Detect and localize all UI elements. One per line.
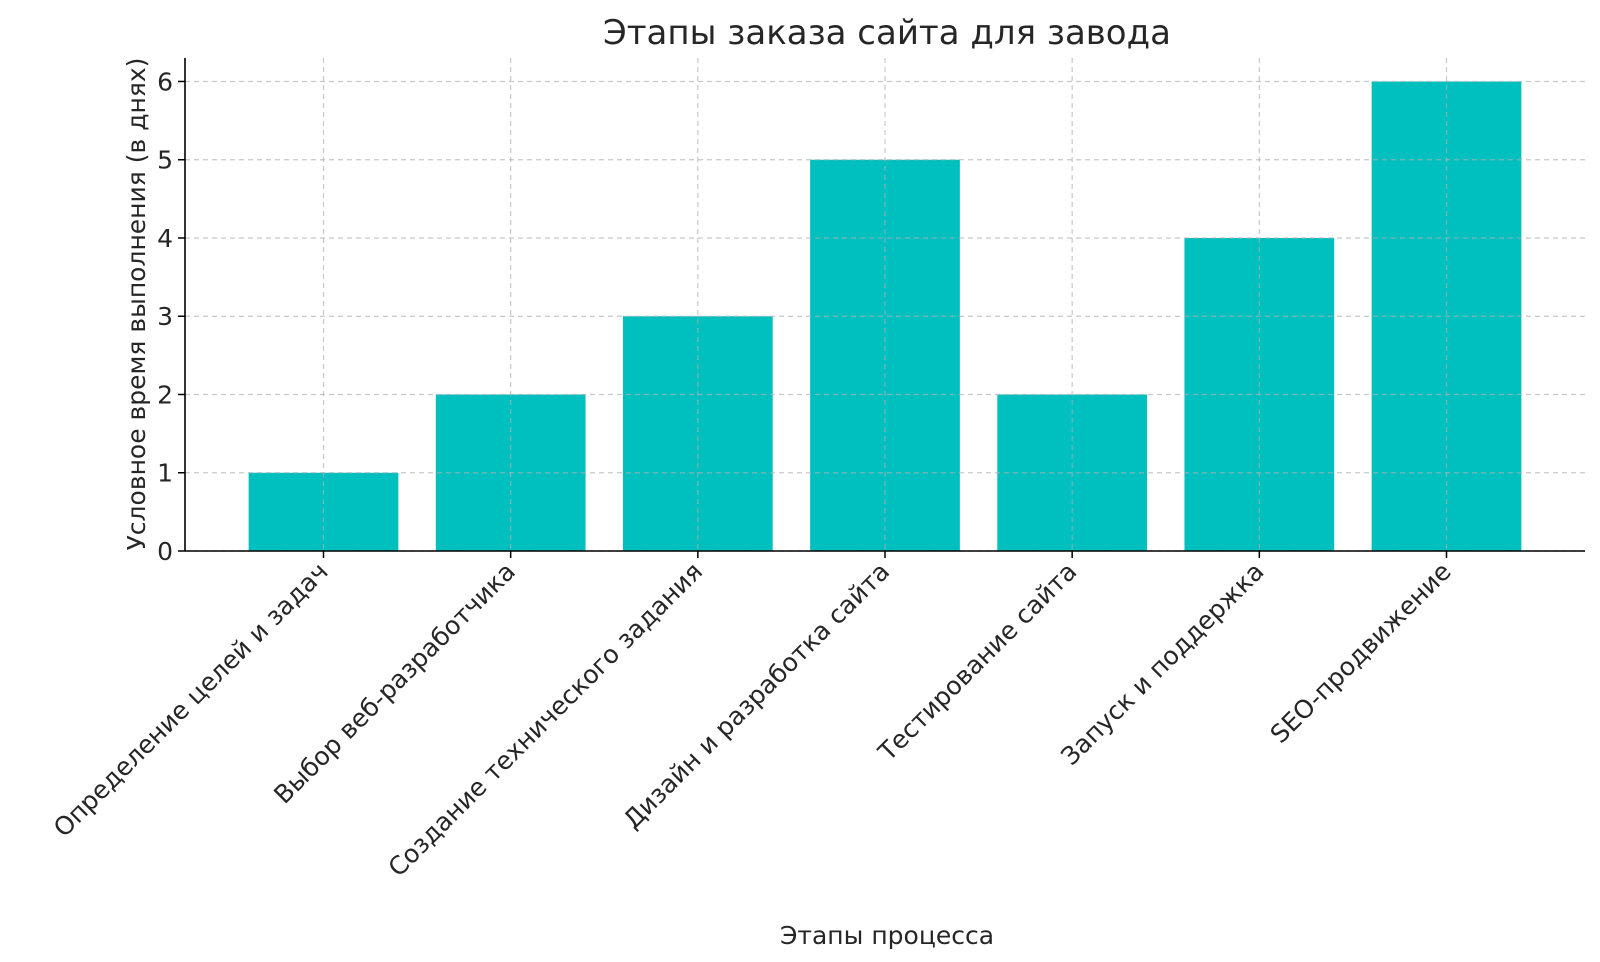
x-tick-label: Тестирование сайта: [872, 557, 1082, 767]
x-axis-label: Этапы процесса: [780, 921, 994, 950]
y-tick-label: 6: [157, 67, 173, 96]
y-tick-label: 2: [157, 380, 173, 409]
x-tick-label: SEO-продвижение: [1265, 557, 1457, 749]
chart-title: Этапы заказа сайта для завода: [603, 13, 1171, 53]
y-tick-label: 4: [157, 224, 173, 253]
y-tick-label: 1: [157, 459, 173, 488]
y-tick-label: 3: [157, 302, 173, 331]
axes: [178, 58, 1585, 558]
bar: [622, 316, 773, 551]
x-tick-label: Запуск и поддержка: [1055, 557, 1269, 771]
grid-overlay: [185, 58, 1585, 552]
y-tick-label: 5: [157, 146, 173, 175]
x-tick-label: Создание технического задания: [383, 557, 709, 883]
y-axis-label: Условное время выполнения (в днях): [122, 58, 151, 551]
y-tick-label: 0: [157, 537, 173, 566]
